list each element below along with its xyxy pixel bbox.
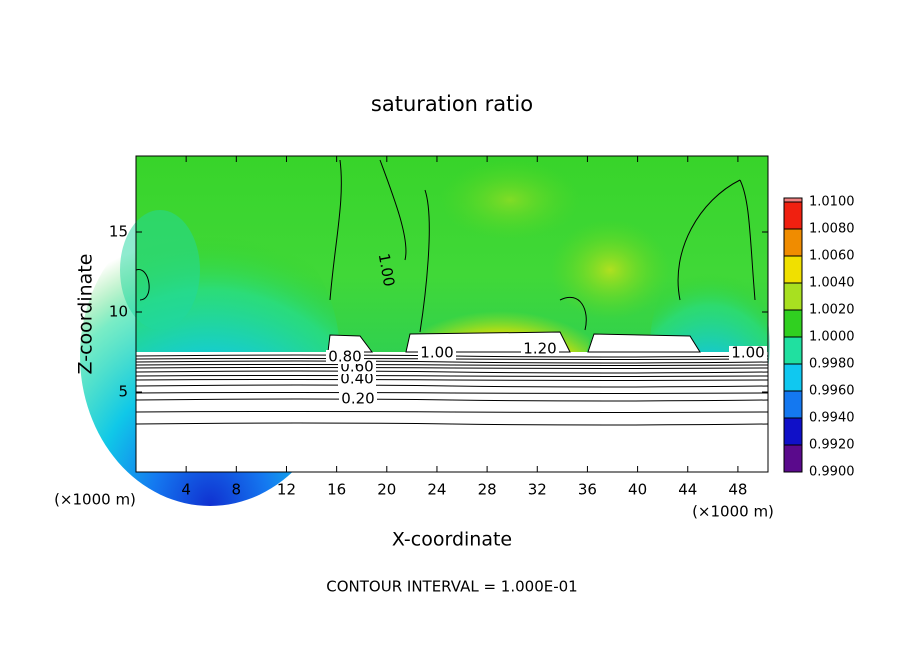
y-unit: (×1000 m) (54, 491, 136, 509)
contour-label: 0.80 (328, 348, 361, 366)
x-tick-label: 48 (728, 481, 747, 499)
contour-label: 1.20 (523, 340, 556, 358)
y-tick-label: 5 (118, 383, 128, 401)
contour-line (135, 411, 769, 413)
colorbar-band (784, 202, 802, 229)
colorbar-tick-label: 0.9900 (809, 465, 855, 480)
colorbar-tick-label: 0.9980 (809, 357, 855, 372)
contour-line (135, 384, 769, 388)
colorbar-band (784, 256, 802, 283)
contour-line (135, 392, 769, 394)
contour-line (135, 379, 769, 381)
colorbar-tick-label: 1.0040 (809, 276, 855, 291)
contour-label-bg (521, 342, 559, 356)
colorbar-tick-label: 1.0100 (809, 195, 855, 210)
contour-label-bg (338, 372, 376, 386)
contour-label-bg (326, 350, 364, 364)
contour-line (135, 364, 769, 366)
colorbar-tick-label: 1.0060 (809, 249, 855, 264)
colorbar-tick-label: 1.0000 (809, 330, 855, 345)
colorbar-tick-label: 0.9920 (809, 438, 855, 453)
colorbar-band (784, 364, 802, 391)
x-tick-label: 40 (628, 481, 647, 499)
y-tick-label: 15 (109, 223, 128, 241)
footnote: CONTOUR INTERVAL = 1.000E-01 (326, 578, 577, 596)
contour-line (135, 422, 769, 426)
colorbar-band (784, 310, 802, 337)
x-unit: (×1000 m) (692, 503, 774, 521)
contour-line (135, 375, 769, 377)
colorbar-tick-label: 0.9960 (809, 384, 855, 399)
x-tick-label: 12 (277, 481, 296, 499)
colorbar-band (784, 198, 802, 202)
x-tick-label: 28 (478, 481, 497, 499)
contour-line (135, 398, 769, 402)
colorbar-band (784, 283, 802, 310)
x-tick-label: 4 (181, 481, 191, 499)
contour-label: 1.00 (420, 344, 453, 362)
colorbar-tick-label: 0.9940 (809, 411, 855, 426)
contour-label: 0.20 (341, 390, 374, 408)
plot-frame (135, 155, 769, 473)
x-tick-label: 24 (427, 481, 446, 499)
colorbar-band (784, 391, 802, 418)
contour-label: 1.00 (731, 344, 764, 362)
colorbar-band (784, 445, 802, 472)
colorbar-band (784, 337, 802, 364)
x-tick-label: 16 (327, 481, 346, 499)
y-tick-label: 10 (109, 303, 128, 321)
x-tick-label: 32 (528, 481, 547, 499)
x-tick-label: 36 (578, 481, 597, 499)
x-tick-label: 20 (377, 481, 396, 499)
contour-label: 1.00 (375, 252, 399, 288)
x-tick-label: 44 (678, 481, 697, 499)
contour-line (135, 360, 769, 364)
x-axis-label: X-coordinate (392, 529, 512, 551)
field (80, 156, 770, 506)
chart-title: saturation ratio (371, 92, 533, 116)
colorbar-band (784, 418, 802, 445)
contour-line (135, 370, 769, 374)
contour-label-bg (339, 392, 377, 406)
colorbar-tick-label: 1.0080 (809, 222, 855, 237)
contour-line (135, 367, 769, 369)
contour-label-bg (729, 346, 767, 360)
colorbar-band (784, 229, 802, 256)
y-axis-label: Z-coordinate (75, 254, 97, 375)
colorbar-tick-label: 1.0020 (809, 303, 855, 318)
contour-label-bg (418, 346, 456, 360)
x-tick-label: 8 (232, 481, 242, 499)
